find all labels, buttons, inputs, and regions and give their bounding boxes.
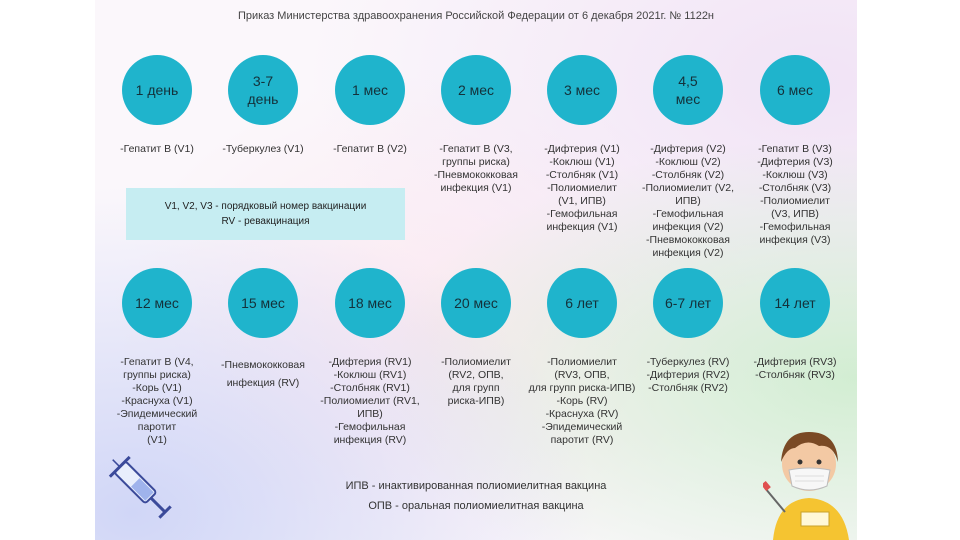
vaccines-15-months: -Пневмококковая инфекция (RV): [221, 359, 305, 389]
vaccines-4-5-months: -Дифтерия (V2) -Коклюш (V2) -Столбняк (V…: [641, 143, 735, 259]
age-circle-14-years: 14 лет: [760, 268, 830, 338]
note-ipv: ИПВ - инактивированная полиомиелитная ва…: [345, 480, 607, 492]
vaccines-2-months: -Гепатит В (V3, группы риска) -Пневмокок…: [434, 143, 518, 194]
vaccines-14-years: -Дифтерия (RV3) -Столбняк (RV3): [753, 356, 837, 381]
age-circle-12-months: 12 мес: [122, 268, 192, 338]
child-in-mask-illustration: [763, 432, 849, 540]
vaccines-18-months: -Дифтерия (RV1) -Коклюш (RV1) -Столбняк …: [320, 356, 420, 446]
age-circle-4-5-months: 4,5 мес: [653, 55, 723, 125]
age-circle-3-months: 3 мес: [547, 55, 617, 125]
vaccines-1-day: -Гепатит В (V1): [120, 143, 194, 155]
vaccines-3-7-day: -Туберкулез (V1): [222, 143, 304, 155]
legend-box: V1, V2, V3 - порядковый номер вакцинации…: [126, 188, 405, 240]
vaccines-1-month: -Гепатит В (V2): [333, 143, 407, 155]
legend-vaccination-number: V1, V2, V3 - порядковый номер вакцинации: [164, 201, 367, 212]
vaccines-12-months: -Гепатит В (V4, группы риска) -Корь (V1)…: [116, 356, 198, 446]
age-circle-1-day: 1 день: [122, 55, 192, 125]
age-circle-3-7-day: 3-7 день: [228, 55, 298, 125]
age-circle-15-months: 15 мес: [228, 268, 298, 338]
age-circle-18-months: 18 мес: [335, 268, 405, 338]
vaccines-6-7-years: -Туберкулез (RV) -Дифтерия (RV2) -Столбн…: [646, 356, 730, 394]
age-circle-6-7-years: 6-7 лет: [653, 268, 723, 338]
vaccines-6-years: -Полиомиелит (RV3, ОПВ, для групп риска-…: [528, 356, 636, 446]
vaccines-3-months: -Дифтерия (V1) -Коклюш (V1) -Столбняк (V…: [544, 143, 620, 233]
legend-revaccination: RV - ревакцинация: [221, 216, 310, 227]
page-title: Приказ Министерства здравоохранения Росс…: [237, 10, 715, 22]
age-circle-20-months: 20 мес: [441, 268, 511, 338]
age-circle-1-month: 1 мес: [335, 55, 405, 125]
vaccines-20-months: -Полиомиелит (RV2, ОПВ, для групп риска-…: [441, 356, 511, 407]
vaccination-calendar-slide: Приказ Министерства здравоохранения Росс…: [95, 0, 857, 540]
vaccines-6-months: -Гепатит В (V3) -Дифтерия (V3) -Коклюш (…: [757, 143, 833, 246]
note-opv: ОПВ - оральная полиомиелитная вакцина: [368, 500, 584, 512]
age-circle-6-months: 6 мес: [760, 55, 830, 125]
age-circle-2-months: 2 мес: [441, 55, 511, 125]
syringe-icon: [108, 455, 172, 519]
age-circle-6-years: 6 лет: [547, 268, 617, 338]
